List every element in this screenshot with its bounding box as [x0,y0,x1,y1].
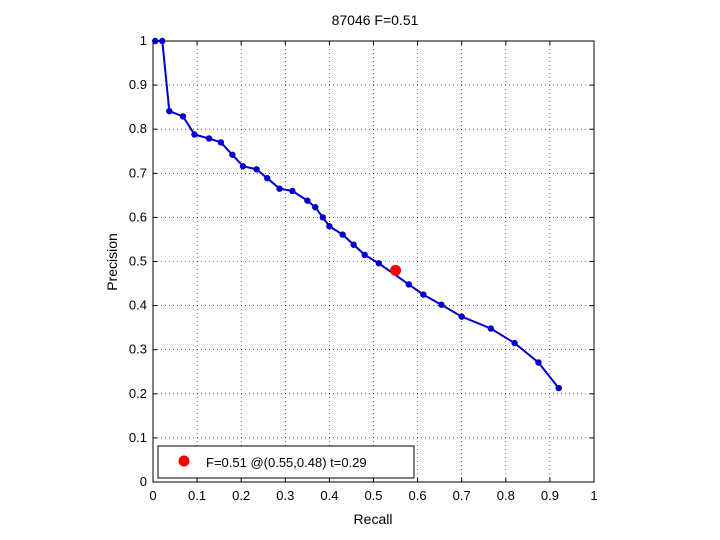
y-axis-label: Precision [104,233,120,291]
plot-area: 0 0.1 0.2 0.3 0.4 0.5 0.6 0.7 0.8 0.9 1 0 0.1 0.2 0.3 0… [129,33,598,503]
data-point [555,384,562,392]
data-point [438,301,445,308]
data-point [339,231,346,238]
x-tick-label: 0.1 [188,488,206,503]
data-point [304,197,311,204]
legend-box [157,445,415,479]
data-point [458,313,465,320]
y-tick-label: 0.6 [129,209,147,224]
plot-frame [152,40,595,483]
data-point [405,281,412,288]
chart-title: 87046 F=0.51 [332,12,419,28]
data-point [319,214,326,221]
data-point [166,107,173,115]
data-point [205,135,213,142]
data-point [326,223,333,230]
data-point [159,37,166,45]
data-point [375,260,382,267]
y-tick-label: 0.1 [129,430,147,445]
x-tick-label: 0.8 [497,488,515,503]
y-tick-label: 1 [140,33,147,48]
f-measure-point [390,264,402,276]
data-point [289,187,296,195]
y-tick-label: 0.8 [129,121,147,136]
data-point [361,251,368,259]
x-tick-label: 0.6 [409,488,427,503]
x-tick-label: 1 [590,488,597,503]
legend: F=0.51 @(0.55,0.48) t=0.29 [157,445,415,479]
data-point [229,151,236,158]
data-point [217,139,225,146]
y-tick-label: 0.9 [129,77,147,92]
data-point [191,131,198,138]
x-tick-label: 0.3 [276,488,294,503]
data-point [350,241,357,248]
y-tick-label: 0.5 [129,254,147,269]
data-point [276,185,283,192]
x-tick-label: 0.4 [320,488,338,503]
legend-label: F=0.51 @(0.55,0.48) t=0.29 [206,455,367,470]
data-point [312,204,319,211]
x-axis-label: Recall [354,511,393,527]
x-tick-label: 0.5 [364,488,382,503]
data-point [152,37,159,45]
y-tick-label: 0.2 [129,386,147,401]
x-tick-label: 0.2 [232,488,250,503]
y-tick-label: 0.3 [129,342,147,357]
data-point [264,174,271,182]
y-tick-label: 0.7 [129,165,147,180]
x-tick-label: 0.9 [541,488,559,503]
data-point [239,163,247,170]
y-tick-label: 0 [140,474,147,489]
data-point [487,325,495,332]
x-tick-label: 0 [149,488,156,503]
x-tick-label: 0.7 [453,488,471,503]
data-point [179,113,187,120]
data-point [253,166,260,173]
y-tick-label: 0.4 [129,298,147,313]
legend-marker [178,455,190,467]
data-point [511,339,518,347]
data-point [420,291,427,298]
data-point [535,359,542,366]
